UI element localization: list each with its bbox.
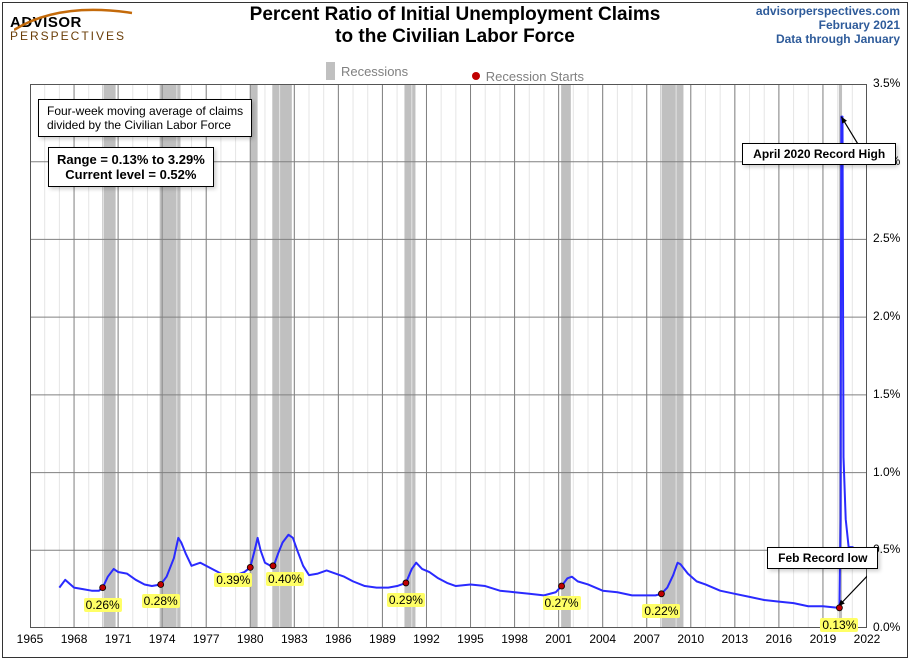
x-tick-label: 1998 [501, 632, 528, 646]
x-tick-label: 1965 [17, 632, 44, 646]
recession-start-label: 0.40% [266, 572, 304, 586]
legend-label-recessions: Recessions [341, 64, 408, 79]
recession-start-label: 0.39% [214, 573, 252, 587]
y-tick-label: 2.5% [873, 231, 900, 245]
recession-start-label: 0.29% [387, 593, 425, 607]
recession-start-label: 0.22% [642, 604, 680, 618]
recession-start-label: 0.26% [84, 598, 122, 612]
info-line: divided by the Civilian Labor Force [47, 118, 243, 132]
x-tick-label: 1986 [325, 632, 352, 646]
attribution-date: February 2021 [756, 18, 900, 32]
callout-box: April 2020 Record High [742, 143, 896, 165]
attribution-site: advisorperspectives.com [756, 4, 900, 18]
y-tick-label: 1.5% [873, 387, 900, 401]
x-tick-label: 2004 [589, 632, 616, 646]
x-tick-label: 1992 [413, 632, 440, 646]
x-tick-label: 2013 [721, 632, 748, 646]
recession-start-label: 0.28% [142, 594, 180, 608]
recession-start-dot-icon [472, 72, 480, 80]
x-tick-label: 1983 [281, 632, 308, 646]
x-tick-label: 2019 [810, 632, 837, 646]
range-box: Range = 0.13% to 3.29%Current level = 0.… [48, 147, 214, 187]
x-tick-label: 1974 [149, 632, 176, 646]
info-line: Current level = 0.52% [57, 167, 205, 182]
y-tick-label: 3.5% [873, 76, 900, 90]
legend-label-recession-starts: Recession Starts [486, 69, 584, 84]
x-tick-label: 2001 [545, 632, 572, 646]
x-tick-label: 2007 [633, 632, 660, 646]
legend-item-recessions: Recessions [326, 62, 408, 80]
x-tick-label: 1989 [369, 632, 396, 646]
x-tick-label: 2010 [677, 632, 704, 646]
x-tick-label: 1995 [457, 632, 484, 646]
x-tick-label: 2022 [854, 632, 881, 646]
legend: Recessions Recession Starts [0, 62, 910, 84]
callout-box: Feb Record low [767, 547, 878, 569]
y-tick-label: 2.0% [873, 309, 900, 323]
recession-start-label: 0.27% [543, 596, 581, 610]
recession-start-label: 0.13% [820, 618, 858, 632]
x-tick-label: 1968 [61, 632, 88, 646]
x-tick-label: 1971 [105, 632, 132, 646]
description-box: Four-week moving average of claimsdivide… [38, 99, 252, 137]
legend-item-recession-starts: Recession Starts [472, 69, 584, 84]
x-tick-label: 1980 [237, 632, 264, 646]
y-tick-label: 1.0% [873, 465, 900, 479]
attribution-note: Data through January [756, 32, 900, 46]
info-line: Range = 0.13% to 3.29% [57, 152, 205, 167]
header-attribution: advisorperspectives.com February 2021 Da… [756, 4, 900, 46]
header: ADVISOR PERSPECTIVES Percent Ratio of In… [0, 0, 910, 62]
recession-box-icon [326, 62, 335, 80]
x-tick-label: 1977 [193, 632, 220, 646]
x-tick-label: 2016 [766, 632, 793, 646]
info-line: Four-week moving average of claims [47, 104, 243, 118]
